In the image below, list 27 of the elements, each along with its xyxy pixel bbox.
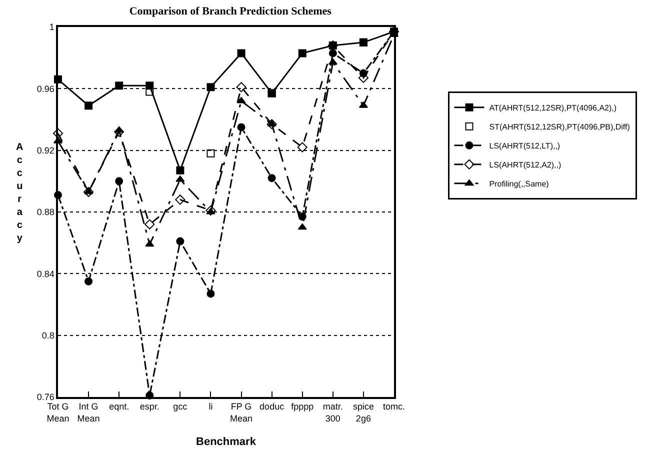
legend-label: AT(AHRT(512,12SR),PT(4096,A2),) [489, 104, 617, 113]
y-tick-label: 1 [49, 22, 54, 32]
legend-label: LS(AHRT(512,A2),,) [489, 160, 562, 170]
x-tick-label: gcc [173, 402, 188, 412]
y-tick-label: 0.92 [36, 145, 54, 156]
legend-label: Profiling(,,Same) [489, 180, 550, 189]
x-tick-label: Int G Mean [77, 402, 100, 424]
y-tick-label: 0.96 [36, 84, 54, 94]
legend-label: ST(AHRT(512,12SR),PT(4096,PB),Diff) [489, 122, 630, 132]
x-tick-label: matr. 300 [322, 402, 343, 424]
x-tick-label: eqnt. [109, 402, 130, 412]
x-tick-label: doduc [260, 402, 285, 412]
x-tick-label: FP G Mean [230, 402, 253, 424]
chart-title: Comparison of Branch Prediction Schemes [129, 6, 332, 18]
y-tick-label: 0.76 [36, 392, 54, 402]
x-tick-label: Tot G Mean [46, 402, 70, 424]
y-tick-label: 0.84 [36, 268, 54, 279]
y-tick-label: 0.8 [42, 330, 54, 340]
x-tick-label: espr. [140, 402, 160, 412]
x-tick-label: tomc. [382, 402, 406, 412]
y-axis-title: Accuracy [16, 142, 24, 244]
y-tick-label: 0.88 [36, 207, 54, 218]
x-axis-title: Benchmark [196, 436, 257, 448]
x-tick-label: spice 2g6 [352, 402, 374, 424]
legend-label: LS(AHRT(512,LT),,) [489, 142, 560, 151]
x-tick-label: fpppp [291, 402, 314, 412]
x-tick-label: li [208, 402, 213, 412]
